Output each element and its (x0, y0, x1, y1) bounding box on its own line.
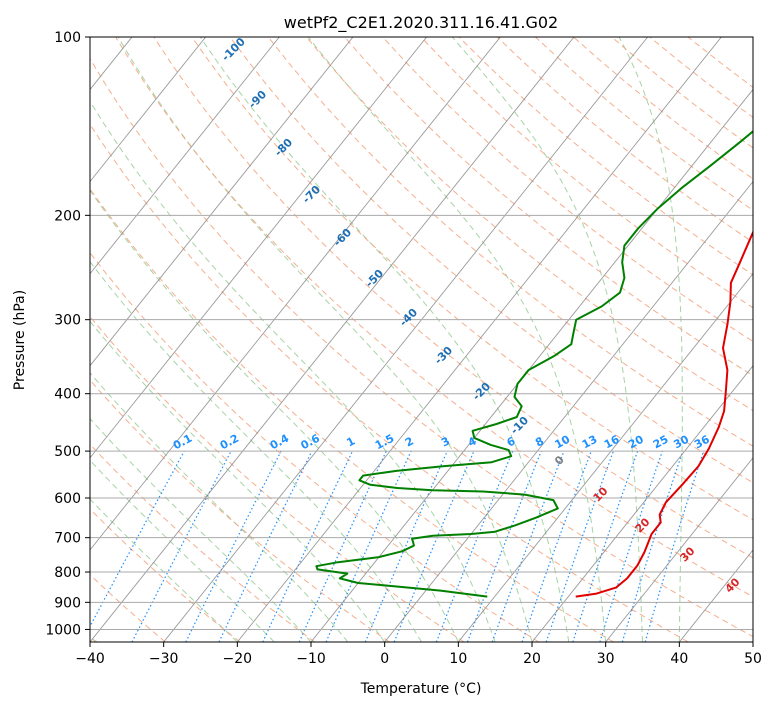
moist-adiabat-line (90, 498, 238, 642)
moist-adiabat-line (307, 37, 607, 642)
moist-adiabats (90, 37, 683, 642)
mixing-ratio-label: 36 (692, 433, 712, 452)
mixing-ratio-line (545, 450, 614, 642)
dewpoint-profile-line (315, 130, 753, 598)
x-axis: −40 −30 −20 −10 0 10 20 30 40 50 (75, 642, 762, 667)
y-tick-label: 800 (54, 565, 81, 581)
dry-adiabat-line (344, 37, 753, 377)
mixing-ratio-line (599, 450, 663, 642)
moist-adiabat-line (90, 100, 496, 642)
y-tick-label: 200 (54, 208, 81, 224)
y-tick-label: 400 (54, 387, 81, 403)
isotherm-line (90, 37, 280, 275)
moist-adiabat-line (90, 320, 386, 642)
temperature-profile-line (575, 229, 753, 598)
dry-adiabat-line (90, 188, 614, 642)
isotherm-line (90, 37, 501, 551)
mixing-ratio-line (185, 450, 282, 642)
y-tick-label: 300 (54, 313, 81, 329)
mixing-ratio-line (491, 450, 565, 642)
horizontal-gridlines (90, 37, 753, 630)
mixing-ratio-line (364, 450, 448, 642)
x-tick-label: −10 (296, 651, 326, 667)
x-tick-label: 50 (744, 651, 762, 667)
x-axis-label: Temperature (°C) (360, 681, 482, 697)
moist-adiabat-line (90, 372, 349, 642)
isotherms (90, 37, 753, 642)
y-tick-label: 100 (54, 30, 81, 46)
mixing-ratio-label: 16 (602, 433, 622, 452)
dry-adiabat-line (90, 443, 315, 642)
x-tick-label: 40 (670, 651, 688, 667)
moist-adiabat-line (90, 189, 459, 642)
mixing-ratio-label: 25 (651, 433, 671, 452)
isotherm-line (90, 37, 428, 459)
isotherm-line (605, 457, 753, 642)
isotherm-line (90, 37, 575, 642)
chart-title: wetPf2_C2E1.2020.311.16.41.G02 (284, 13, 558, 33)
moist-adiabat-line (199, 37, 570, 642)
mixing-ratio-line (466, 450, 542, 642)
x-tick-label: 0 (380, 651, 389, 667)
moist-adiabat-line (618, 37, 683, 642)
mixing-ratio-line (621, 450, 684, 642)
dry-adiabat-line (90, 379, 390, 642)
y-tick-label: 600 (54, 491, 81, 507)
isotherm-line (236, 37, 722, 642)
x-tick-label: 30 (597, 651, 615, 667)
dry-adiabat-line (306, 37, 753, 412)
isotherm-line (457, 272, 753, 642)
y-tick-label: 500 (54, 444, 81, 460)
dry-adiabats (90, 37, 753, 642)
mixing-ratio-line (572, 450, 639, 642)
plot-area: -100-90-80-70-60-50-40-30-20-10010203040… (90, 37, 753, 642)
dry-adiabat-line (191, 37, 753, 521)
moist-adiabat-line (117, 37, 533, 642)
dry-adiabat-line (267, 37, 753, 447)
mixing-ratio-line (435, 450, 514, 642)
moist-adiabat-line (90, 260, 422, 642)
x-tick-label: −30 (149, 651, 179, 667)
moist-adiabat-line (451, 37, 643, 642)
isotherm-line (384, 180, 753, 642)
mixing-ratio-line (90, 450, 185, 628)
x-tick-label: 20 (523, 651, 541, 667)
x-tick-label: 10 (449, 651, 467, 667)
isotherm-line (310, 88, 753, 642)
dry-adiabat-line (229, 37, 753, 484)
y-axis-label: Pressure (hPa) (12, 290, 28, 390)
y-axis: 100 200 300 400 500 600 700 800 900 1000 (45, 30, 90, 638)
mixing-ratio-line (325, 450, 412, 642)
moist-adiabat-line (90, 459, 275, 642)
isotherm-line (163, 37, 649, 642)
dry-adiabat-line (90, 573, 166, 642)
mix-labels: 0.1 0.2 0.4 0.6 1 1.5 2 3 4 6 8 10 13 16 20 25 30 36 (171, 432, 712, 453)
isotherm-line (90, 37, 207, 183)
plot-frame (89, 36, 754, 643)
dry-adiabat-line (90, 315, 465, 642)
profile-lines (315, 130, 753, 598)
isotherm-line (90, 37, 354, 367)
isotherm-line (531, 365, 753, 642)
y-tick-label: 900 (54, 595, 81, 611)
dry-adiabat-line (90, 123, 689, 642)
dry-adiabat-line (90, 252, 540, 642)
mixing-ratio-line (521, 450, 592, 642)
x-tick-label: −40 (75, 651, 105, 667)
x-tick-label: −20 (223, 651, 253, 667)
y-tick-label: 1000 (45, 622, 81, 638)
mixing-ratio-label: 13 (580, 433, 600, 452)
mixing-ratio-label: 20 (626, 433, 646, 452)
mixing-ratio-label: 30 (671, 433, 691, 452)
mixing-ratio-label: 10 (553, 433, 573, 452)
y-tick-label: 700 (54, 531, 81, 547)
